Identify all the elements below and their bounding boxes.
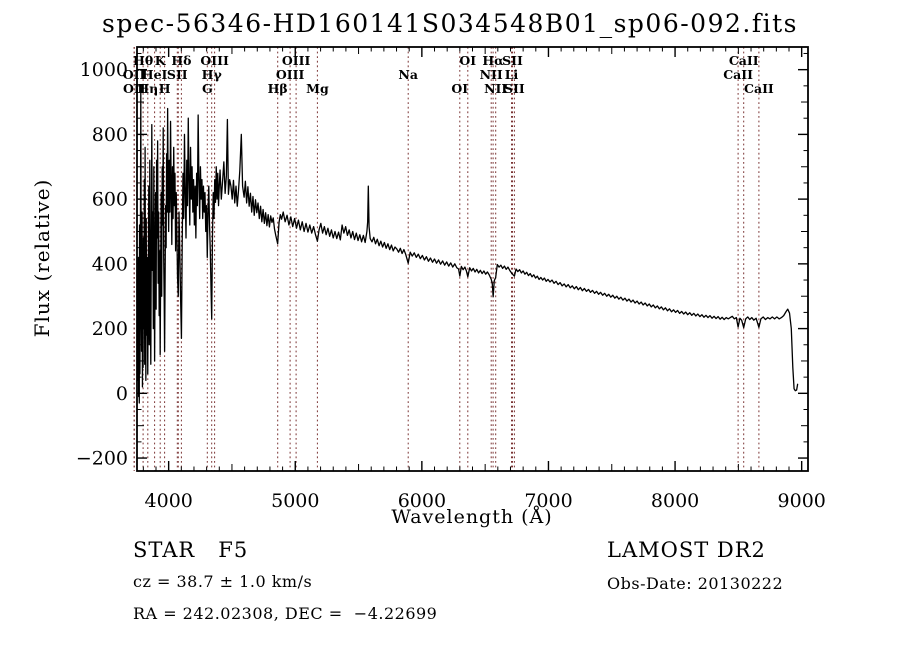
svg-text:K: K (155, 53, 167, 68)
svg-text:1000: 1000 (80, 59, 128, 81)
classification-label: STAR F5 (133, 538, 249, 562)
spectral-line-markers (133, 47, 760, 471)
svg-text:OII: OII (123, 67, 146, 82)
ra-dec-value: RA = 242.02308, DEC = −4.22699 (133, 604, 438, 623)
svg-text:OIII: OIII (200, 53, 229, 68)
survey-label: LAMOST DR2 (607, 538, 766, 562)
svg-text:6000: 6000 (398, 490, 446, 512)
svg-text:Hα: Hα (482, 53, 504, 68)
svg-text:HeI: HeI (142, 67, 168, 82)
svg-text:200: 200 (92, 318, 128, 340)
spectral-line-labels: OIIOIIHθHηHeIKHSIIHδGHγOIIIHβOIIIOIIIMgN… (123, 53, 774, 96)
svg-text:NII: NII (484, 81, 507, 96)
svg-text:8000: 8000 (651, 490, 699, 512)
x-ticks (142, 47, 803, 471)
svg-text:SII: SII (167, 67, 188, 82)
svg-text:800: 800 (92, 124, 128, 146)
figure-title: spec-56346-HD160141S034548B01_sp06-092.f… (102, 9, 798, 38)
svg-text:Hη: Hη (137, 81, 158, 96)
svg-text:SII: SII (502, 53, 523, 68)
svg-text:OII: OII (123, 81, 146, 96)
svg-text:Na: Na (398, 67, 418, 82)
svg-text:H: H (159, 81, 171, 96)
y-ticks (137, 52, 808, 459)
svg-text:OI: OI (451, 81, 468, 96)
svg-text:Hδ: Hδ (171, 53, 191, 68)
x-axis-title: Wavelength (Å) (391, 506, 553, 528)
svg-text:Hγ: Hγ (202, 67, 223, 82)
plot-box (136, 46, 809, 472)
svg-text:7000: 7000 (524, 490, 572, 512)
svg-text:CaII: CaII (744, 81, 774, 96)
svg-text:Li: Li (505, 67, 519, 82)
svg-text:Hθ: Hθ (133, 53, 153, 68)
svg-text:G: G (202, 81, 213, 96)
cz-value: cz = 38.7 ± 1.0 km/s (133, 572, 313, 591)
svg-text:400: 400 (92, 253, 128, 275)
obs-date-label: Obs-Date: 20130222 (607, 574, 784, 593)
svg-text:−200: −200 (76, 448, 128, 470)
svg-text:CaII: CaII (729, 53, 759, 68)
svg-text:OIII: OIII (276, 67, 305, 82)
svg-text:5000: 5000 (271, 490, 319, 512)
svg-text:4000: 4000 (145, 490, 193, 512)
svg-text:0: 0 (116, 383, 128, 405)
svg-text:Hβ: Hβ (268, 81, 288, 96)
svg-text:NII: NII (480, 67, 503, 82)
svg-text:Mg: Mg (306, 81, 329, 96)
svg-text:SII: SII (504, 81, 525, 96)
y-tick-labels: −200 0 200 400 600 800 1000 (76, 59, 128, 469)
svg-text:CaII: CaII (723, 67, 753, 82)
svg-text:OI: OI (459, 53, 476, 68)
svg-text:OIII: OIII (282, 53, 311, 68)
svg-text:9000: 9000 (778, 490, 826, 512)
spectrum-curve (137, 88, 799, 404)
svg-text:600: 600 (92, 189, 128, 211)
x-tick-labels: 4000 5000 6000 7000 8000 9000 (145, 490, 826, 512)
